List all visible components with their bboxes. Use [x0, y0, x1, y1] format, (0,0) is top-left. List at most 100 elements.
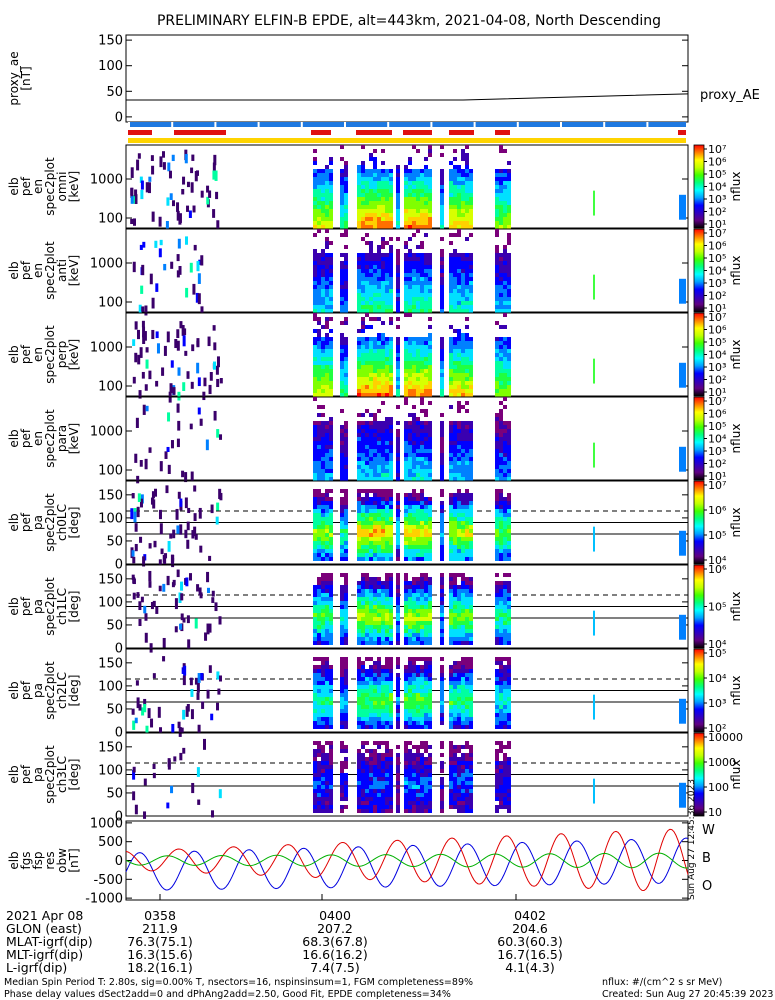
- panel-pa_ch3-flux-cell: [369, 809, 373, 813]
- panel-en_anti-flux-cell: [461, 277, 465, 281]
- panel-en_perp-flux-pixel: [202, 391, 206, 401]
- panel-pa_ch0-flux-cell: [377, 529, 381, 533]
- panel-en_anti-flux-cell: [465, 285, 469, 289]
- panel-pa_ch0-flux-cell: [503, 557, 507, 561]
- panel-pa_ch0-flux-cell: [461, 533, 465, 537]
- panel-pa_ch3-ytick-label: 150: [98, 740, 123, 755]
- panel-pa_ch0-flux-cell: [503, 501, 507, 505]
- panel-en_para-flux-cell: [377, 409, 381, 413]
- panel-en_omni-flux-cell: [507, 189, 511, 193]
- panel-en_para-flux-cell: [373, 417, 377, 421]
- panel-en_para-flux-cell: [365, 469, 369, 473]
- panel-pa_ch2-flux-cell: [507, 689, 511, 693]
- panel-pa_ch0-flux-cell: [329, 545, 333, 549]
- panel-en_perp-flux-cell: [416, 373, 420, 377]
- panel-en_anti-flux-cell: [449, 285, 453, 289]
- panel-en_omni-flux-cell: [412, 213, 416, 217]
- panel-pa_ch0-flux-cell: [440, 521, 444, 525]
- panel-en_anti-flux-cell: [495, 269, 499, 273]
- panel-en_anti-flux-cell: [396, 265, 400, 269]
- panel-en_para-flux-cell: [449, 437, 453, 441]
- panel-pa_ch0-flux-cell: [381, 545, 385, 549]
- panel-pa_ch0-flux-cell: [449, 541, 453, 545]
- panel-en_para-flux-cell: [461, 433, 465, 437]
- panel-pa_ch0-flux-cell: [396, 497, 400, 501]
- panel-en_para-flux-cell: [385, 421, 389, 425]
- panel-en_para-flux-cell: [412, 461, 416, 465]
- panel-en_perp-flux-cell: [317, 381, 321, 385]
- panel-en_para-flux-cell: [465, 401, 469, 405]
- panel-en_anti-flux-cell: [313, 265, 317, 269]
- panel-pa_ch2-flux-cell: [449, 693, 453, 697]
- panel-pa_ch2-flux-cell: [499, 689, 503, 693]
- panel-en_anti-flux-cell: [416, 297, 420, 301]
- panel-pa_ch3-flux-cell: [361, 765, 365, 769]
- panel-en_anti-flux-cell: [420, 261, 424, 265]
- panel-en_para-flux-cell: [344, 429, 348, 433]
- panel-pa_ch0-flux-cell: [317, 545, 321, 549]
- panel-en_perp-flux-cell: [317, 361, 321, 365]
- panel-pa_ch2-flux-cell: [416, 717, 420, 721]
- panel-pa_ch1-flux-pixel: [196, 584, 200, 592]
- panel-pa_ch1-flux-cell: [381, 581, 385, 585]
- panel-pa_ch0-flux-cell: [503, 505, 507, 509]
- panel-pa_ch1-flux-cell: [412, 577, 416, 581]
- panel-pa_ch1-flux-cell: [507, 637, 511, 641]
- panel-pa_ch3-flux-cell: [317, 777, 321, 781]
- panel-en_omni-flux-cell: [449, 221, 453, 225]
- panel-pa_ch1-flux-cell: [495, 593, 499, 597]
- panel-en_omni-flux-cell: [428, 209, 432, 213]
- panel-en_anti-flux-cell: [373, 285, 377, 289]
- panel-en_omni-flux-cell: [340, 169, 344, 173]
- panel-pa_ch3-ylabel-5: [deg]: [67, 759, 81, 791]
- panel-pa_ch2-flux-cell: [373, 697, 377, 701]
- panel-en_omni-flux-cell: [357, 173, 361, 177]
- panel-pa_ch2-flux-cell: [325, 657, 329, 661]
- panel-pa_ch0-flux-cell: [461, 501, 465, 505]
- panel-en_para-flux-cell: [449, 453, 453, 457]
- panel-en_perp-flux-cell: [313, 313, 317, 317]
- panel-en_para-flux-cell: [381, 429, 385, 433]
- panel-pa_ch1-flux-cell: [457, 625, 461, 629]
- panel-pa_ch0-flux-cell: [453, 549, 457, 553]
- panel-en_anti-flux-cell: [440, 265, 444, 269]
- panel-pa_ch1-flux-cell: [361, 577, 365, 581]
- panel-proxy_ae-ytick-label: 100: [98, 59, 123, 74]
- panel-en_perp-flux-cell: [404, 365, 408, 369]
- panel-pa_ch0-flux-cell: [412, 509, 416, 513]
- panel-en_omni-flux-cell: [457, 225, 461, 229]
- panel-pa_ch1-flux-cell: [440, 597, 444, 601]
- panel-en_para-cb-label: 10⁴: [708, 433, 727, 446]
- panel-pa_ch3-flux-cell: [313, 785, 317, 789]
- panel-en_omni-flux-cell: [424, 213, 428, 217]
- panel-pa_ch1-flux-cell: [420, 613, 424, 617]
- panel-pa_ch1-flux-pixel: [174, 626, 178, 633]
- panel-en_anti-flux-cell: [396, 273, 400, 277]
- panel-pa_ch0-flux-cell: [449, 553, 453, 557]
- panel-en_perp-flux-cell: [329, 329, 333, 333]
- panel-en_omni-flux-pixel: [151, 165, 155, 175]
- panel-en_perp-flux-cell: [369, 345, 373, 349]
- panel-en_omni-flux-cell: [408, 161, 412, 165]
- panel-pa_ch2-flux-cell: [404, 721, 408, 725]
- panel-en_para-flux-cell: [344, 441, 348, 445]
- panel-pa_ch1-flux-cell: [389, 581, 393, 585]
- panel-pa_ch1-flux-cell: [449, 589, 453, 593]
- panel-en_anti-flux-cell: [404, 309, 408, 313]
- panel-pa_ch2-flux-cell: [503, 657, 507, 661]
- panel-pa_ch1-colorbar: [693, 564, 705, 649]
- panel-pa_ch1-flux-cell: [465, 609, 469, 613]
- panel-en_para-flux-cell: [428, 445, 432, 449]
- panel-pa_ch2-flux-cell: [416, 665, 420, 669]
- panel-en_perp-flux-cell: [416, 353, 420, 357]
- panel-pa_ch1-flux-cell: [361, 629, 365, 633]
- panel-en_para-flux-cell: [424, 421, 428, 425]
- panel-en_anti-flux-cell: [453, 305, 457, 309]
- panel-pa_ch0-flux-cell: [408, 497, 412, 501]
- panel-en_anti-flux-cell: [389, 293, 393, 297]
- panel-en_para-flux-cell: [503, 445, 507, 449]
- panel-pa_ch2-flux-cell: [449, 669, 453, 673]
- panel-pa_ch3-flux-cell: [361, 741, 365, 745]
- panel-en_anti-flux-cell: [507, 257, 511, 261]
- panel-pa_ch2-flux-cell: [385, 717, 389, 721]
